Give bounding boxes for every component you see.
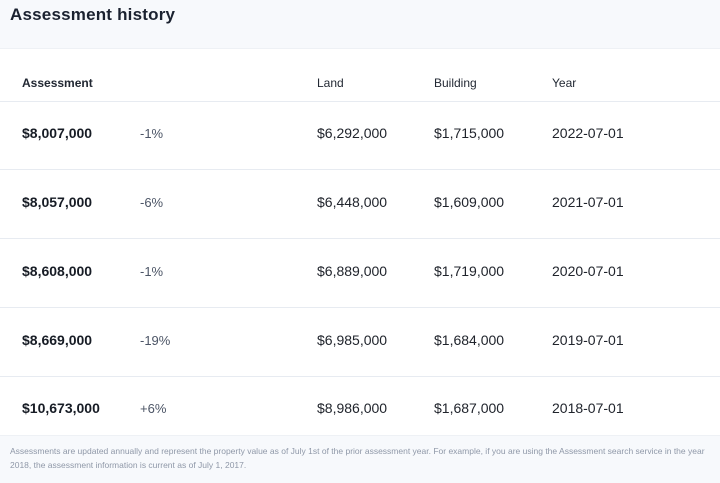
table-row: $8,007,000 -1% $6,292,000 $1,715,000 202…: [0, 101, 720, 170]
assessment-table: Assessment Land Building Year $8,007,000…: [0, 48, 720, 436]
building-value: $1,715,000: [434, 125, 505, 141]
assessment-change: -19%: [140, 333, 171, 348]
page-title: Assessment history: [10, 5, 176, 24]
land-value: $6,448,000: [317, 194, 388, 210]
assessment-year: 2022-07-01: [552, 125, 624, 141]
table-row: $8,608,000 -1% $6,889,000 $1,719,000 202…: [0, 239, 720, 308]
land-value: $6,889,000: [317, 263, 388, 279]
assessment-change: -1%: [140, 264, 164, 279]
assessment-value: $8,057,000: [22, 194, 93, 210]
assessment-year: 2019-07-01: [552, 332, 624, 348]
assessment-value: $8,669,000: [22, 332, 93, 348]
assessment-year: 2021-07-01: [552, 194, 624, 210]
building-value: $1,609,000: [434, 194, 505, 210]
column-header-year: Year: [552, 76, 577, 90]
land-value: $8,986,000: [317, 400, 388, 416]
land-value: $6,292,000: [317, 125, 388, 141]
column-header-building: Building: [434, 76, 477, 90]
building-value: $1,719,000: [434, 263, 505, 279]
column-header-land: Land: [317, 76, 344, 90]
assessment-change: -1%: [140, 126, 164, 141]
assessment-value: $10,673,000: [22, 400, 100, 416]
table-row: $8,669,000 -19% $6,985,000 $1,684,000 20…: [0, 308, 720, 377]
assessment-value: $8,007,000: [22, 125, 93, 141]
assessment-year: 2020-07-01: [552, 263, 624, 279]
assessment-value: $8,608,000: [22, 263, 93, 279]
land-value: $6,985,000: [317, 332, 388, 348]
table-header: Assessment Land Building Year: [0, 49, 720, 102]
assessment-change: -6%: [140, 195, 164, 210]
assessment-year: 2018-07-01: [552, 400, 624, 416]
building-value: $1,687,000: [434, 400, 505, 416]
column-header-assessment: Assessment: [22, 76, 93, 90]
building-value: $1,684,000: [434, 332, 505, 348]
assessment-footnote: Assessments are updated annually and rep…: [10, 446, 705, 470]
table-row: $8,057,000 -6% $6,448,000 $1,609,000 202…: [0, 170, 720, 239]
table-row: $10,673,000 +6% $8,986,000 $1,687,000 20…: [0, 376, 720, 434]
assessment-change: +6%: [140, 401, 167, 416]
